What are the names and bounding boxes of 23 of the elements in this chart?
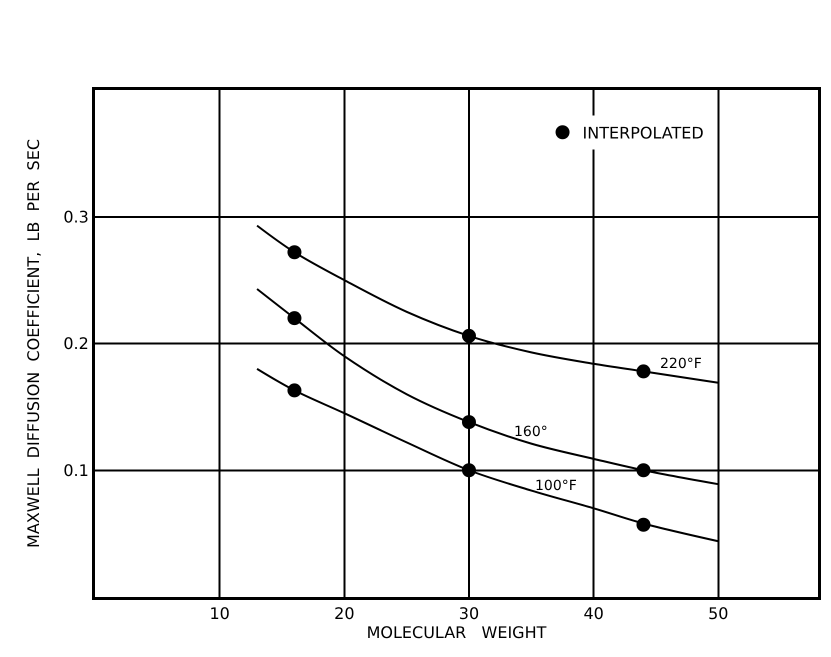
x-tick-label: 40 — [583, 604, 604, 624]
annotation: 220°F — [660, 356, 702, 372]
point — [462, 328, 476, 343]
point — [636, 364, 650, 378]
x-tick-label: 30 — [458, 604, 480, 624]
point — [287, 245, 302, 260]
annotation: 100°F — [535, 478, 577, 494]
y-tick-label: 0.2 — [63, 334, 89, 354]
point — [287, 383, 302, 398]
y-axis-title: MAXWELL DIFFUSION COEFFICIENT, LB PER SEC — [24, 139, 44, 548]
point — [287, 311, 302, 326]
point — [462, 463, 476, 478]
point — [636, 463, 650, 478]
y-tick-label: 0.1 — [63, 460, 89, 480]
x-axis-title: MOLECULAR WEIGHT — [366, 623, 547, 642]
x-tick-label: 20 — [334, 604, 354, 624]
point — [636, 518, 650, 532]
legend-label: INTERPOLATED — [582, 123, 704, 142]
annotation: 160° — [514, 424, 548, 440]
y-tick-label: 0.3 — [63, 207, 89, 226]
x-tick-label: 50 — [708, 604, 728, 624]
point — [462, 415, 476, 430]
x-tick-label: 10 — [209, 604, 230, 624]
